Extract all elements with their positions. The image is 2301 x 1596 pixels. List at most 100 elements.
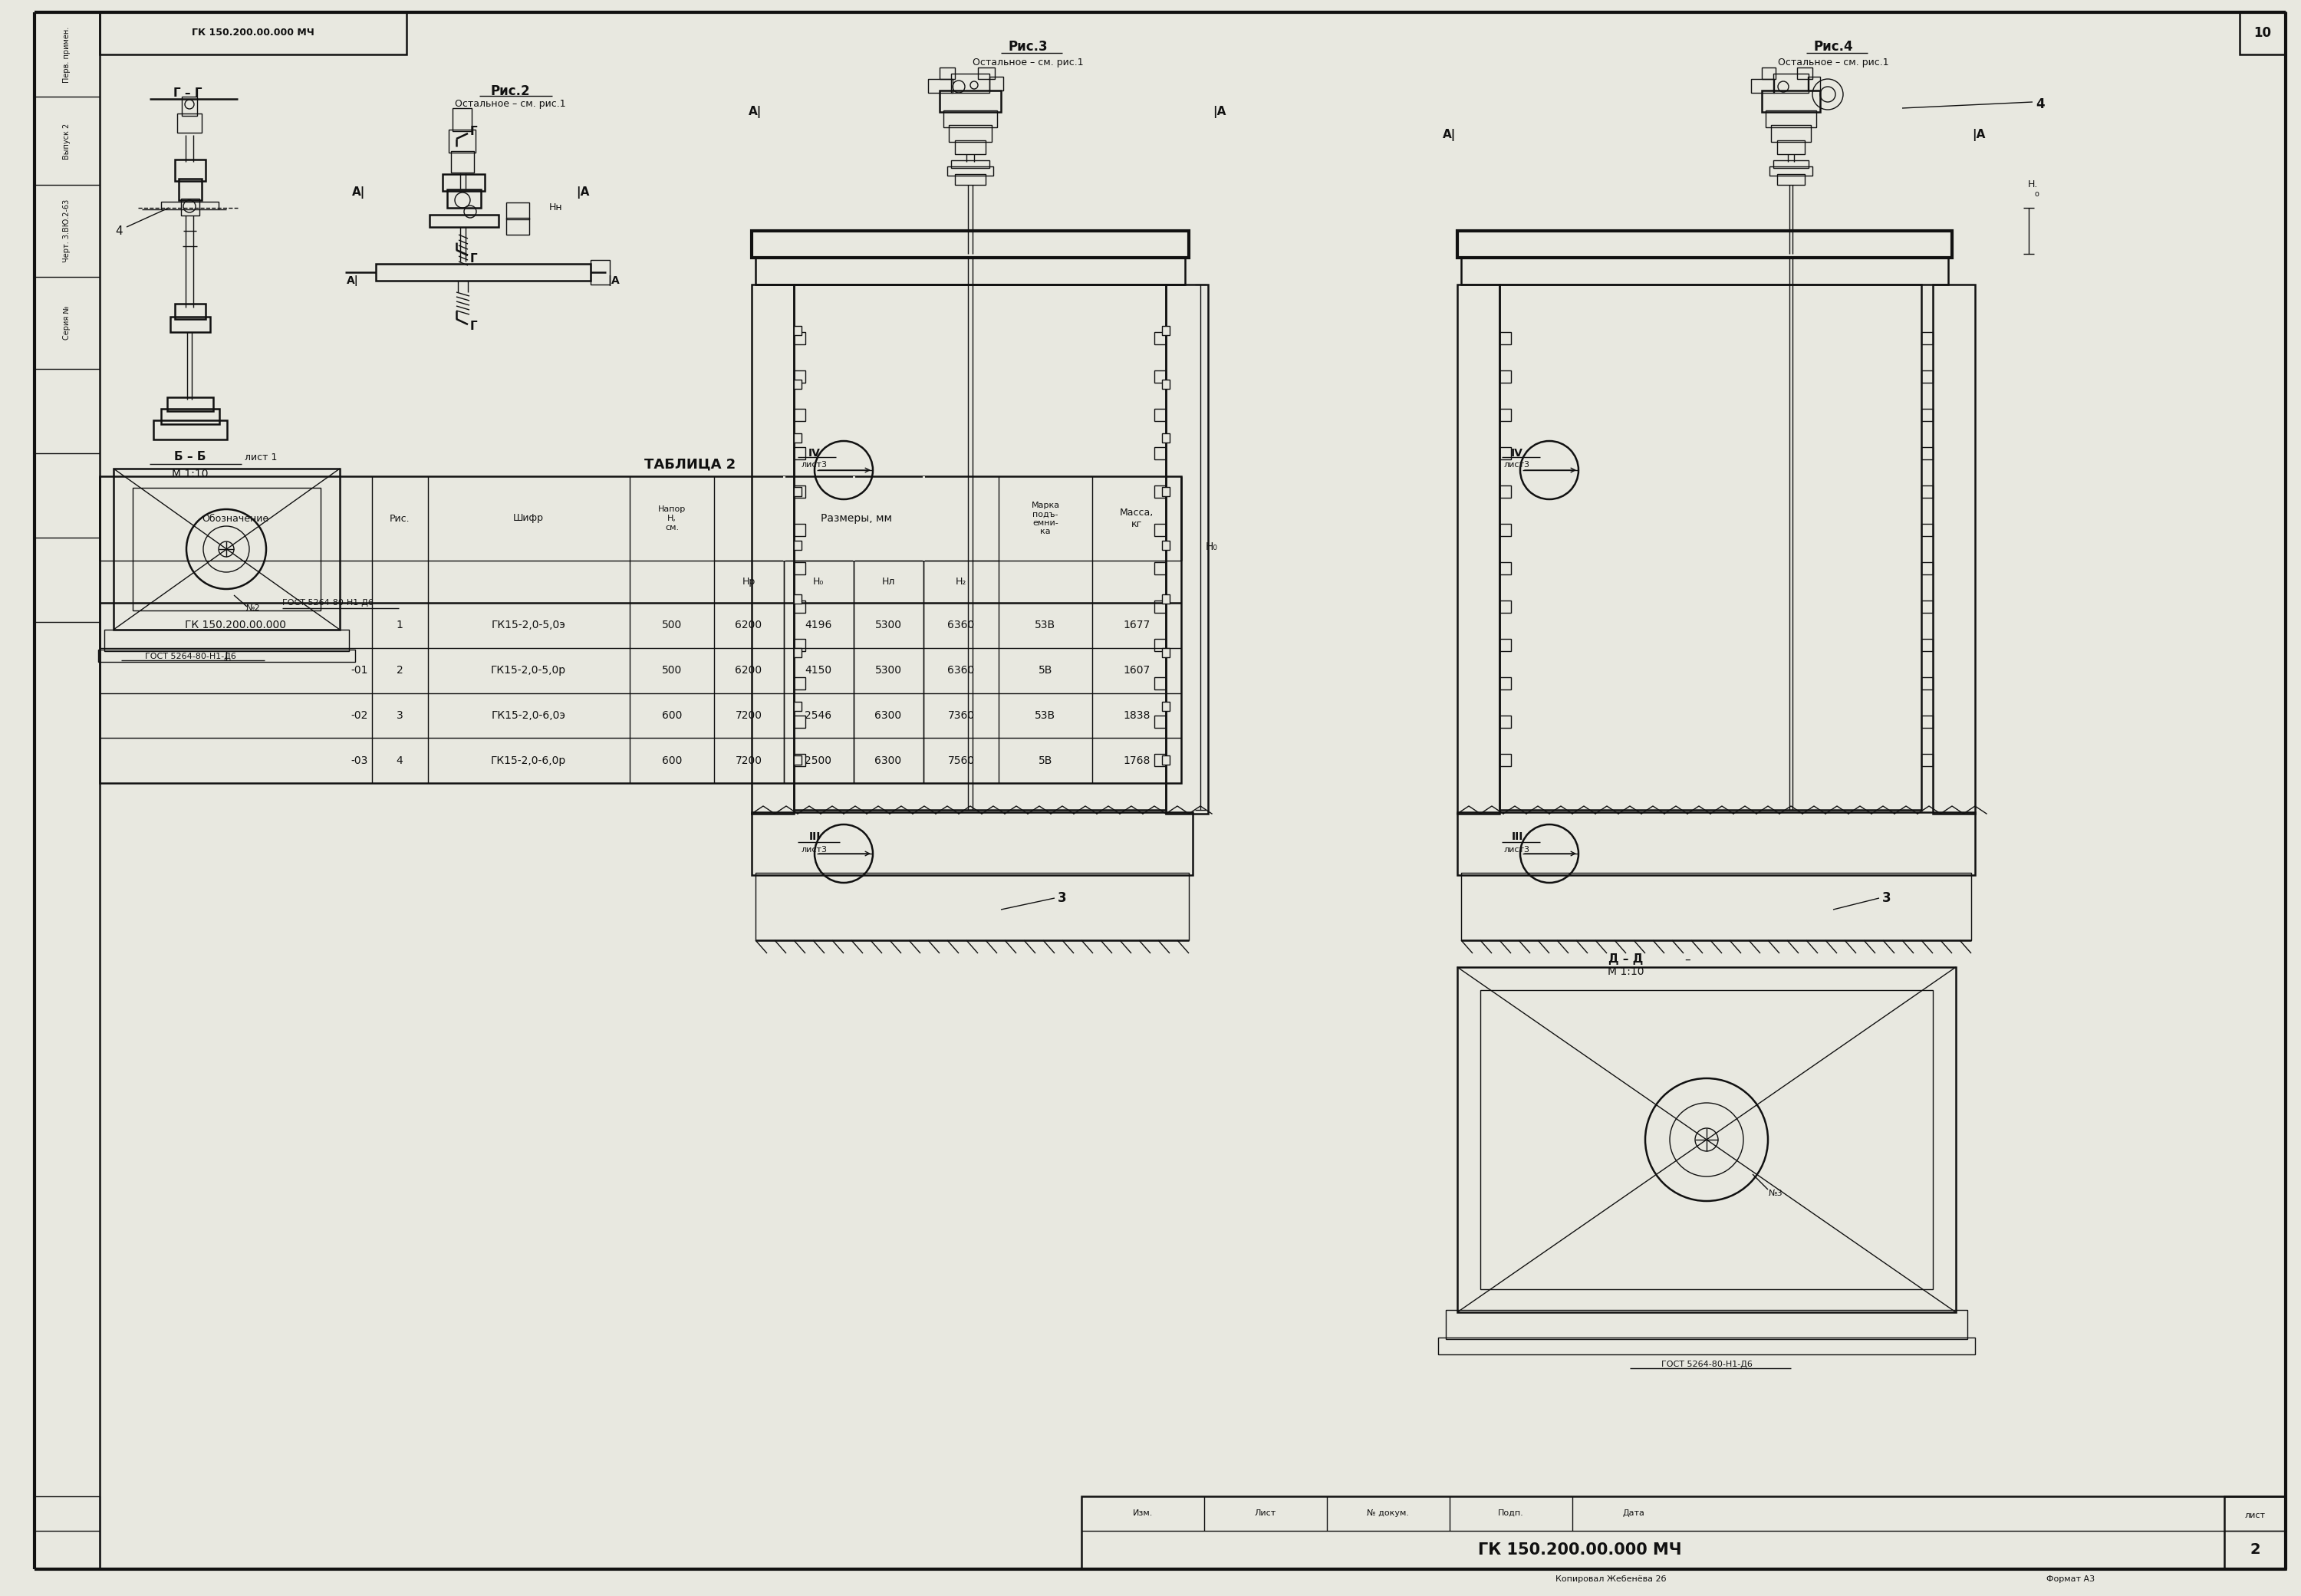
Text: 10: 10	[2253, 26, 2271, 40]
Bar	[948, 124, 992, 142]
Bar	[927, 78, 953, 93]
Bar	[943, 110, 996, 128]
Text: ГК 150.200.00.000 МЧ: ГК 150.200.00.000 МЧ	[191, 29, 315, 38]
Text: 4196: 4196	[805, 619, 833, 630]
Text: 4: 4	[115, 225, 122, 236]
Bar	[794, 487, 801, 496]
Bar	[794, 541, 801, 551]
Bar	[950, 73, 989, 93]
Bar	[1457, 812, 1974, 875]
Bar	[133, 488, 320, 611]
Text: Напор
Н,
см.: Напор Н, см.	[658, 506, 686, 531]
Bar	[794, 594, 801, 603]
Text: Остальное – см. рис.1: Остальное – см. рис.1	[973, 57, 1084, 67]
Bar	[794, 702, 801, 710]
Text: 1607: 1607	[1123, 666, 1150, 675]
Text: Н₀: Н₀	[812, 576, 824, 587]
Text: |А: |А	[607, 276, 619, 286]
Bar	[591, 260, 610, 284]
Bar	[752, 284, 794, 814]
Text: Шифр: Шифр	[513, 514, 543, 523]
Bar	[1921, 715, 1933, 728]
Bar	[1500, 332, 1512, 345]
Bar	[1809, 77, 1820, 91]
Text: М 1:10: М 1:10	[1608, 966, 1645, 977]
Bar	[1500, 562, 1512, 575]
Text: ГК15-2,0-5,0р: ГК15-2,0-5,0р	[490, 666, 566, 675]
Text: Д – Д: Д – Д	[1608, 954, 1643, 966]
Text: 2500: 2500	[805, 755, 833, 766]
Text: ТАБЛИЦА 2: ТАБЛИЦА 2	[644, 458, 736, 472]
Text: 6300: 6300	[874, 755, 902, 766]
Bar	[1461, 257, 1949, 284]
Text: -02: -02	[352, 710, 368, 721]
Text: 53В: 53В	[1035, 619, 1056, 630]
Text: ГОСТ 5264-80-Н1-Д6: ГОСТ 5264-80-Н1-Д6	[145, 653, 235, 661]
Text: Н.: Н.	[2027, 180, 2039, 190]
Text: 4150: 4150	[805, 666, 833, 675]
Bar	[1500, 370, 1512, 383]
Bar	[1500, 715, 1512, 728]
Bar	[1921, 562, 1933, 575]
Text: Изм.: Изм.	[1132, 1510, 1153, 1518]
Bar	[794, 600, 805, 613]
Bar	[99, 13, 407, 54]
Text: ГОСТ 5264-80-Н1-Д6: ГОСТ 5264-80-Н1-Д6	[1661, 1360, 1751, 1368]
Bar	[955, 174, 985, 185]
Text: 1838: 1838	[1123, 710, 1150, 721]
Text: лист3: лист3	[1505, 461, 1530, 469]
Bar	[782, 476, 785, 560]
Text: о: о	[2034, 190, 2039, 198]
Text: Выпуск 2: Выпуск 2	[62, 123, 71, 160]
Bar	[182, 97, 198, 117]
Bar	[104, 630, 350, 651]
Text: ГК15-2,0-6,0р: ГК15-2,0-6,0р	[490, 755, 566, 766]
Bar	[1797, 67, 1813, 78]
Text: Н₀: Н₀	[1206, 541, 1217, 552]
Text: |А: |А	[1213, 105, 1226, 118]
Bar	[449, 129, 476, 153]
Text: Серия №: Серия №	[62, 306, 71, 340]
Bar	[1776, 140, 1804, 155]
Bar	[175, 303, 205, 319]
Bar	[794, 370, 805, 383]
Text: А|: А|	[1443, 129, 1457, 140]
Bar	[1155, 485, 1167, 498]
Bar	[1155, 409, 1167, 421]
Bar	[1162, 755, 1169, 764]
Bar	[794, 326, 801, 335]
Bar	[99, 476, 1180, 784]
Bar	[113, 469, 341, 630]
Bar	[955, 140, 985, 155]
Text: А|: А|	[352, 187, 366, 198]
Text: 5300: 5300	[874, 666, 902, 675]
Text: 3: 3	[396, 710, 403, 721]
Bar	[1921, 447, 1933, 460]
Bar	[854, 476, 856, 560]
Bar	[794, 755, 801, 764]
Bar	[1162, 326, 1169, 335]
Text: ГК 150.200.00.000: ГК 150.200.00.000	[184, 619, 285, 630]
Bar	[1921, 638, 1933, 651]
Text: 1768: 1768	[1123, 755, 1150, 766]
Text: Подп.: Подп.	[1498, 1510, 1523, 1518]
Text: Лист: Лист	[1254, 1510, 1277, 1518]
Text: № докум.: № докум.	[1367, 1510, 1408, 1518]
Text: 53В: 53В	[1035, 710, 1056, 721]
Text: Б – Б: Б – Б	[175, 452, 207, 463]
Bar	[1457, 967, 1956, 1312]
Bar	[1776, 174, 1804, 185]
Bar	[755, 257, 1185, 284]
Text: Обозначение: Обозначение	[202, 514, 269, 523]
Text: Формат А3: Формат А3	[2046, 1575, 2096, 1583]
Text: Дата: Дата	[1622, 1510, 1645, 1518]
Text: 500: 500	[663, 666, 681, 675]
Text: 4: 4	[2036, 97, 2046, 112]
Text: Копировал Жебенёва 2б: Копировал Жебенёва 2б	[1555, 1575, 1666, 1583]
Bar	[35, 1497, 99, 1569]
Bar	[453, 109, 472, 131]
Text: Г: Г	[469, 321, 476, 332]
Text: 1677: 1677	[1123, 619, 1150, 630]
Text: 7200: 7200	[736, 755, 762, 766]
Text: Нн: Нн	[550, 203, 564, 212]
